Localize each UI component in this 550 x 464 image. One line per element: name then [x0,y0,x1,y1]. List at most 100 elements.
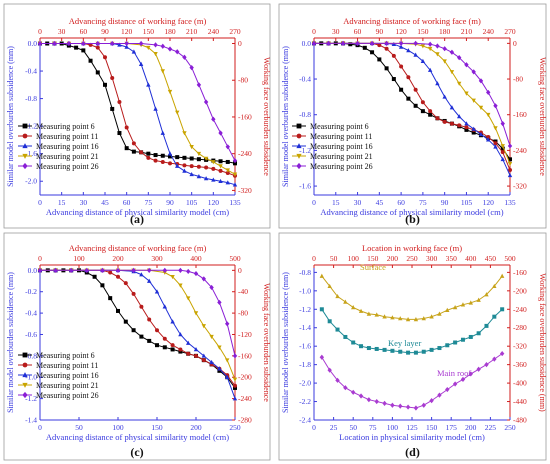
data-point [167,151,173,156]
y-tick-label: -1.4 [299,323,311,332]
y-tick-label: -0.8 [25,351,37,360]
top-axis-title: Advancing distance of working face (m) [343,16,481,26]
data-point [390,402,395,408]
data-point [110,40,115,47]
data-point [167,89,173,95]
data-point [194,353,198,358]
data-point [406,48,411,53]
data-point [153,153,158,158]
legend-marker [22,352,28,358]
y2-tick-label: -160 [238,351,252,360]
data-point [131,149,136,154]
panel-3: 0 25 50 75 100 125 150 175 200 225 250 0 50 100 150 200… [278,232,547,461]
data-point [500,144,505,149]
legend-marker [296,123,302,129]
data-point [398,44,404,49]
y2-tick-label: -240 [238,149,252,158]
data-point [471,98,476,103]
data-point [449,121,454,126]
y2-tick-label: -40 [238,287,248,296]
x-tick-label: 225 [485,423,497,432]
right-axis-title: Working face overburden subsidence [262,57,271,176]
x2-tick-label: 270 [504,27,516,36]
data-point [147,278,152,283]
legend-marker [22,391,28,399]
data-point [175,163,180,168]
data-point [146,45,151,51]
x-tick-label: 90 [441,198,449,207]
x-tick-label: 0 [312,423,316,432]
data-point [493,126,498,131]
panel-border [3,232,271,461]
data-point [178,349,183,354]
data-point [406,350,411,355]
data-point [92,274,97,279]
x-tick-label: 135 [229,198,241,207]
data-point [442,46,447,52]
data-point [196,82,202,88]
data-point [500,307,505,312]
data-point [108,270,113,275]
legend-marker [22,372,28,378]
x2-tick-label: 500 [229,254,241,263]
data-point [486,137,491,142]
data-point [453,340,458,345]
data-point [471,69,476,75]
x2-tick-label: 400 [190,254,202,263]
data-point [456,81,462,86]
data-point [225,170,230,175]
data-point [84,267,89,273]
data-point [327,283,332,289]
data-point [377,57,382,62]
data-point [170,319,175,324]
legend-marker [296,143,302,149]
left-axis-title: Similar model overburden subsidence (mm) [281,46,290,187]
data-point [398,40,404,46]
data-point [193,347,199,352]
data-point [211,160,216,165]
data-point [124,40,129,47]
y2-tick-label: -160 [513,110,527,119]
data-point [343,334,348,339]
x-tick-label: 125 [406,423,418,432]
x-tick-label: 50 [75,423,83,432]
data-point [167,46,173,52]
legend-label: Measuring point 16 [36,142,99,151]
data-point [211,166,216,171]
data-point [427,41,433,47]
y2-tick-label: -240 [238,394,252,403]
y2-tick-label: -240 [513,305,527,314]
data-point [508,168,512,173]
data-point [351,340,356,345]
y-tick-label: -0.4 [25,67,37,76]
x2-tick-label: 50 [330,254,338,263]
data-point [398,316,403,321]
x-tick-label: 60 [123,198,131,207]
data-point [175,155,180,160]
data-point [218,130,223,136]
panel-1: 0 15 30 45 60 75 90 105 120 135 0 30 60 90 120 150 180 21… [278,3,547,229]
data-point [452,305,458,310]
data-point [160,69,165,74]
y-tick-label: -1.4 [25,416,37,425]
legend-label: Measuring point 26 [310,162,373,171]
data-point [100,267,105,273]
data-point [186,340,191,345]
legend-marker [296,162,302,170]
right-axis-title: Working face overburden subsidence [538,57,547,176]
data-point [471,130,476,135]
y2-tick-label: -320 [513,342,527,351]
data-point [468,334,473,339]
data-point [452,381,458,387]
x-tick-label: 50 [349,423,357,432]
data-point [124,146,129,151]
x2-tick-label: 180 [439,27,451,36]
y-tick-label: -0.8 [299,110,311,119]
data-point [464,127,469,132]
panel-border [3,3,271,229]
data-point [429,347,434,352]
y2-tick-label: -480 [513,416,527,425]
data-point [507,143,513,149]
legend-marker [22,382,28,388]
x2-tick-label: 210 [186,27,198,36]
